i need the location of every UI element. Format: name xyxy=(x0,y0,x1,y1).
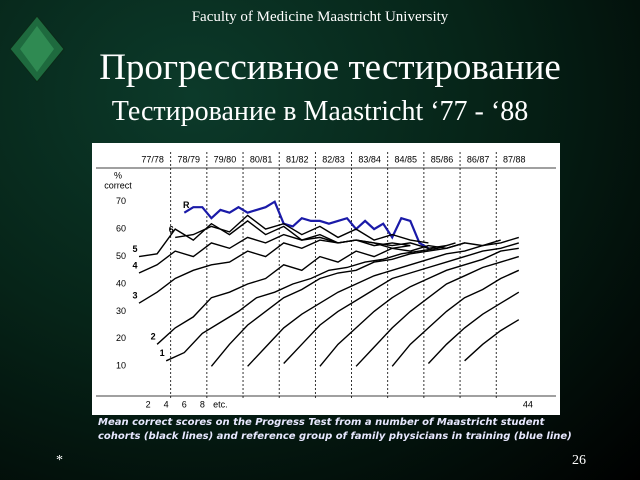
line-label: 5 xyxy=(133,244,138,254)
year-label: 85/86 xyxy=(431,154,454,164)
series-line xyxy=(175,214,429,244)
y-tick-label: 10 xyxy=(116,361,126,371)
series-line xyxy=(391,269,520,367)
y-axis-label: % xyxy=(114,170,122,180)
series-line xyxy=(183,200,429,250)
series-line xyxy=(138,239,411,304)
year-label: 83/84 xyxy=(358,154,381,164)
x-tick-label: 8 xyxy=(200,399,205,409)
line-label: 1 xyxy=(160,348,165,358)
x-tick-label: 2 xyxy=(146,399,151,409)
y-tick-label: 30 xyxy=(116,306,126,316)
y-tick-label: 60 xyxy=(116,224,126,234)
line-label: 6 xyxy=(169,225,174,235)
y-tick-label: 70 xyxy=(116,196,126,206)
series-line xyxy=(319,247,519,367)
year-label: 80/81 xyxy=(250,154,273,164)
year-label: 78/79 xyxy=(178,154,201,164)
header: Faculty of Medicine Maastricht Universit… xyxy=(191,9,449,25)
x-tick-label: 4 xyxy=(164,399,169,409)
year-label: 86/87 xyxy=(467,154,490,164)
line-label: 3 xyxy=(133,291,138,301)
caption: cohorts (black lines) and reference grou… xyxy=(98,431,572,442)
series-line xyxy=(427,291,520,364)
series-line xyxy=(138,220,411,258)
line-label: 2 xyxy=(151,332,156,342)
year-label: 87/88 xyxy=(503,154,526,164)
series-line xyxy=(464,319,520,362)
series-line xyxy=(247,236,520,367)
series-line xyxy=(156,242,465,345)
year-label: 84/85 xyxy=(395,154,418,164)
chart-background xyxy=(92,143,560,415)
y-tick-label: 40 xyxy=(116,278,126,288)
year-label: 77/78 xyxy=(141,154,164,164)
year-label: 82/83 xyxy=(322,154,345,164)
x-tick-label: 6 xyxy=(182,399,187,409)
decoration xyxy=(9,15,65,83)
series-line xyxy=(355,255,520,367)
y-tick-label: 20 xyxy=(116,333,126,343)
line-label: 4 xyxy=(133,260,138,270)
series-line xyxy=(210,239,501,367)
page-number: 26 xyxy=(572,453,586,468)
series-line xyxy=(138,233,447,274)
year-label: 79/80 xyxy=(214,154,237,164)
series-line xyxy=(283,242,520,364)
subtitle: Тестирование в Maastricht ‘77 - ‘88 xyxy=(111,96,529,127)
series-line xyxy=(165,242,456,362)
caption: Mean correct scores on the Progress Test… xyxy=(98,417,545,428)
y-axis-label: correct xyxy=(104,180,132,190)
x-tick-label: 44 xyxy=(523,399,533,409)
title: Прогрессивное тестирование xyxy=(99,47,561,88)
x-tick-label: etc. xyxy=(213,399,228,409)
line-label: R xyxy=(183,200,190,210)
y-tick-label: 50 xyxy=(116,251,126,261)
footer: * xyxy=(56,453,63,468)
year-label: 81/82 xyxy=(286,154,309,164)
